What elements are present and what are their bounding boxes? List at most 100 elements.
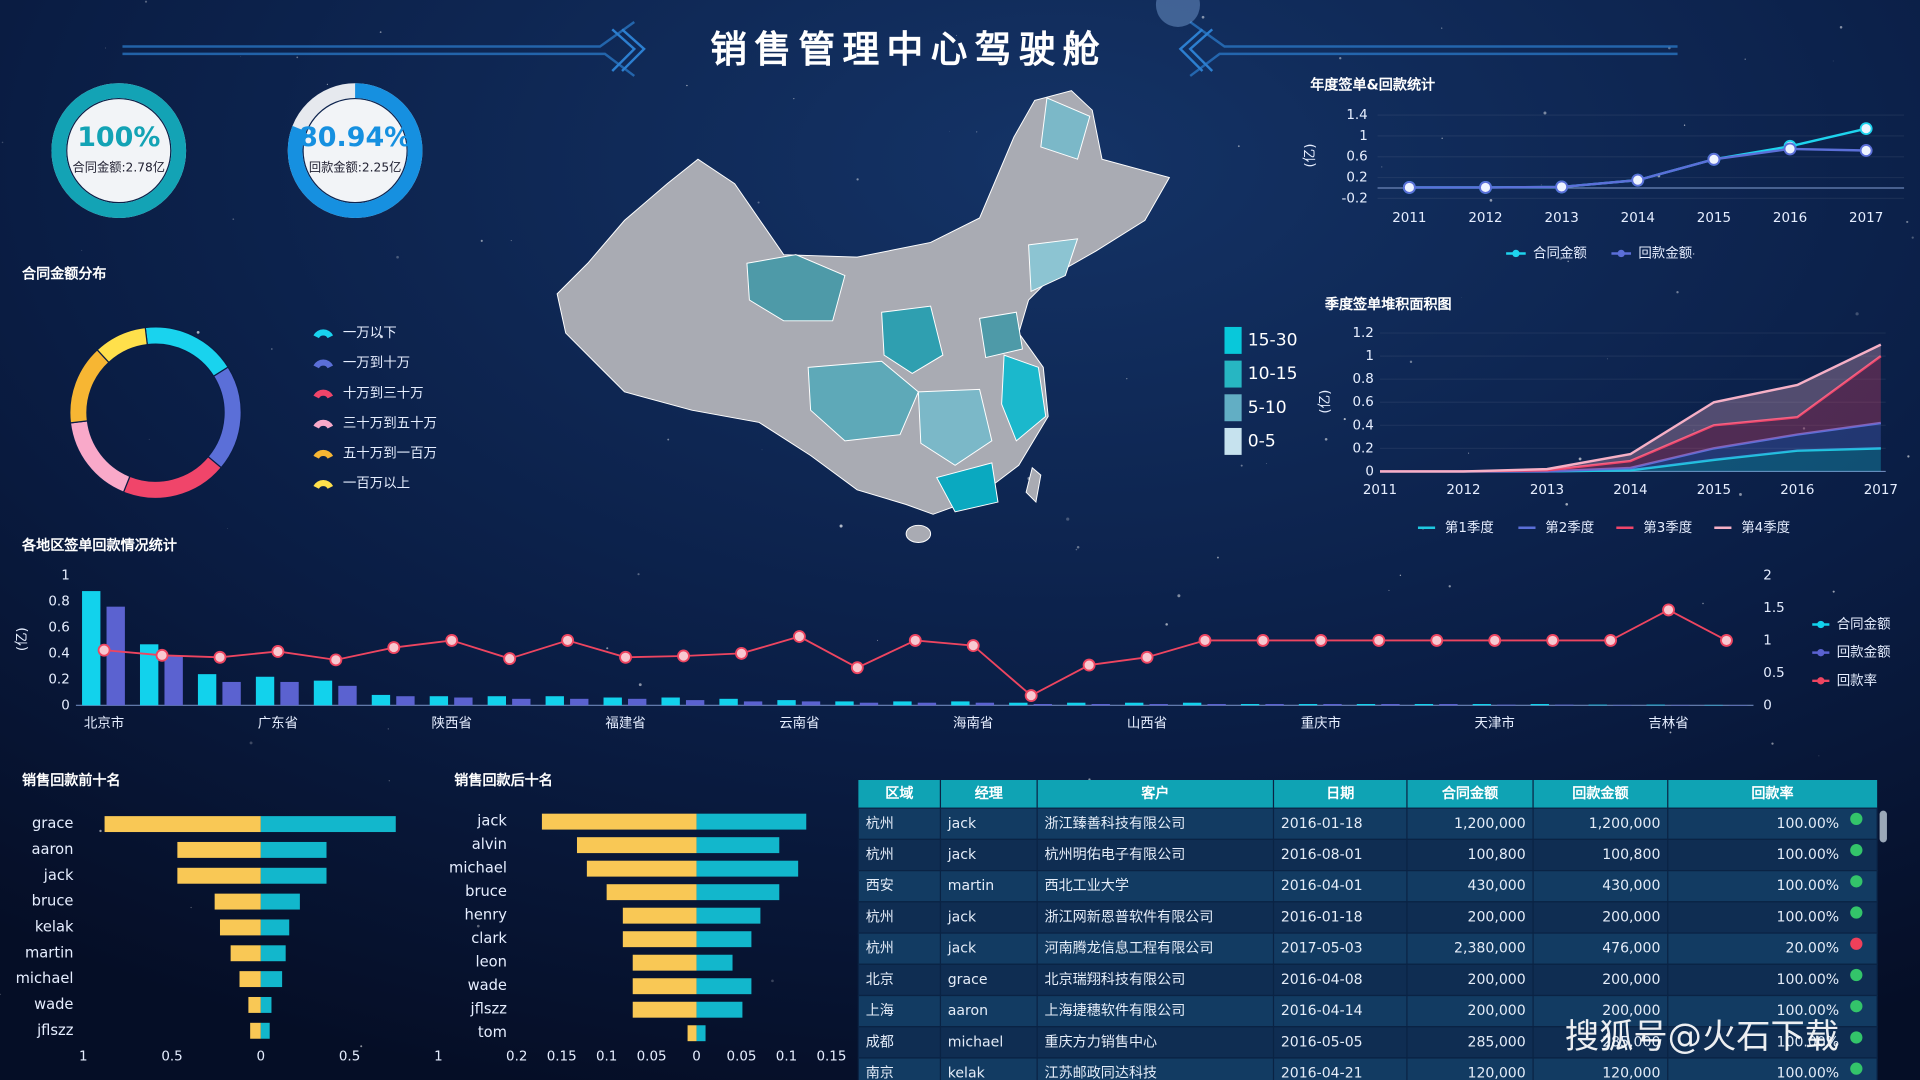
rate-point (561, 633, 575, 647)
x-tick-label: 重庆市 (1301, 715, 1341, 732)
legend-label: 第3季度 (1643, 519, 1692, 536)
star (1126, 377, 1128, 380)
x-tick-label: 0.05 (637, 1050, 667, 1065)
chart-title: 各地区签单回款情况统计 (21, 537, 177, 554)
table-cell: 2016-04-01 (1281, 878, 1363, 894)
bar (454, 697, 473, 706)
y-tick-label: 0.2 (1346, 171, 1367, 186)
star (326, 83, 329, 85)
bar (239, 971, 261, 988)
star (877, 639, 879, 641)
legend-icon (313, 480, 334, 489)
star (476, 924, 480, 928)
table-cell: 100.00% (1777, 972, 1840, 988)
table-cell: 100.00% (1777, 1003, 1840, 1019)
legend-icon (313, 359, 334, 369)
y-tick-label: 0 (61, 698, 70, 713)
star (1855, 312, 1859, 316)
bar (1265, 704, 1284, 706)
table-cell: 2,380,000 (1454, 941, 1526, 957)
legend-label: 一万以下 (343, 326, 397, 341)
bar (1439, 704, 1458, 706)
bar (82, 591, 101, 706)
rate-point (1198, 633, 1212, 647)
x-tick-label: 广东省 (258, 716, 298, 732)
table-header: 客户 (1140, 785, 1169, 802)
star (976, 131, 978, 133)
table-cell: 上海 (866, 1003, 894, 1019)
star (1075, 548, 1078, 551)
table-cell: 1,200,000 (1589, 816, 1661, 832)
bar (696, 954, 733, 971)
star (296, 56, 299, 59)
y-tick-label: 0.8 (48, 594, 69, 609)
bar (164, 655, 183, 706)
bar (1555, 704, 1574, 706)
star (1388, 589, 1390, 591)
y-tick-label: alvin (472, 836, 507, 853)
bar (197, 674, 217, 706)
table-cell: 430,000 (1602, 878, 1660, 894)
x-tick-label: 2011 (1392, 211, 1426, 226)
chart-title: 季度签单堆积面积图 (1324, 296, 1452, 313)
star (81, 249, 83, 251)
gauge-arc (51, 83, 187, 218)
star (270, 348, 273, 350)
star (1676, 291, 1679, 294)
status-dot (1850, 968, 1863, 982)
gauge-value: 100% (77, 122, 160, 153)
star (1692, 253, 1695, 255)
y-tick-label: 0.4 (1352, 418, 1373, 433)
bar (622, 907, 697, 924)
bar (606, 884, 697, 901)
y-axis-label: (亿) (14, 627, 30, 651)
table-cell: 2016-04-08 (1281, 972, 1363, 988)
x-tick-label: 2014 (1613, 483, 1647, 498)
rate-point (503, 652, 517, 666)
bar (1009, 702, 1028, 706)
gauge-caption: 回款金额:2.25亿 (309, 159, 402, 174)
legend-label: 三十万到五十万 (343, 415, 437, 431)
legend-swatch (1224, 360, 1242, 388)
rate-point (97, 643, 111, 657)
legend-icon (313, 419, 334, 429)
star (388, 780, 390, 782)
bar (313, 680, 333, 706)
x-tick-label: 0.15 (547, 1050, 577, 1065)
x-tick-label: 2017 (1849, 211, 1883, 226)
bar (696, 860, 799, 877)
table-cell: 2016-01-18 (1281, 816, 1363, 832)
legend-swatch (1224, 394, 1242, 422)
rate-point (619, 650, 632, 664)
y-tick-label: 1.5 (1763, 601, 1784, 616)
x-tick-label: 2011 (1363, 483, 1397, 498)
table-cell: 200,000 (1602, 972, 1660, 988)
star (793, 98, 795, 100)
table-cell: 100.00% (1777, 878, 1840, 894)
star (1683, 124, 1686, 126)
area-line (1380, 343, 1882, 473)
table-cell: 100.00% (1777, 816, 1840, 832)
area (1380, 423, 1881, 472)
x-tick-label: 0.05 (727, 1050, 757, 1065)
table-row (857, 932, 1878, 965)
rate-point (445, 633, 459, 647)
rate-point (792, 630, 806, 643)
bar (280, 681, 299, 706)
star (1911, 236, 1914, 239)
area (1380, 344, 1881, 472)
y-axis-label: (亿) (1302, 144, 1318, 168)
bar (260, 841, 327, 858)
bar (622, 931, 697, 948)
legend-label: 十万到三十万 (343, 385, 424, 401)
charts: 100% 合同金额:2.78亿 80.94% 回款金额:2.25亿合同金额分布一万以下… (14, 77, 1905, 1080)
bar (835, 701, 854, 706)
star (1578, 457, 1582, 461)
status-dot (1850, 1000, 1863, 1013)
star (1802, 427, 1806, 430)
star (1201, 15, 1205, 19)
bar (696, 813, 807, 830)
y-tick-label: tom (478, 1024, 507, 1041)
y-tick-label: 0.4 (48, 646, 69, 661)
